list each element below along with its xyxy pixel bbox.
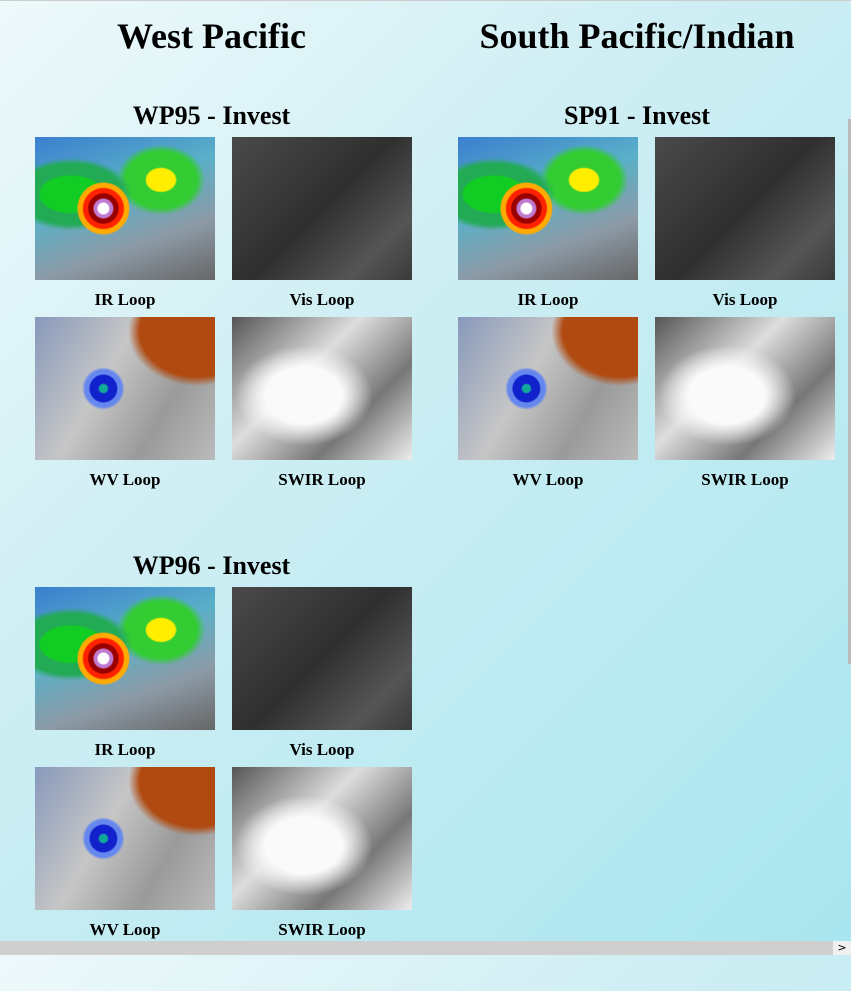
loop-label[interactable]: SWIR Loop (278, 920, 366, 939)
loop-label[interactable]: Vis Loop (289, 290, 355, 309)
storm-title: SP91 - Invest (564, 101, 710, 130)
loop-label[interactable]: SWIR Loop (278, 470, 366, 489)
loop-label[interactable]: IR Loop (94, 740, 156, 759)
storm-title: WP95 - Invest (132, 101, 291, 130)
loop-label[interactable]: Vis Loop (289, 740, 355, 759)
region-title: West Pacific (117, 16, 306, 56)
loop-thumbnail[interactable] (232, 587, 412, 730)
loop-thumbnail[interactable] (655, 137, 835, 280)
loop-label[interactable]: WV Loop (89, 470, 161, 489)
region-title: South Pacific/Indian (479, 16, 795, 56)
loop-label[interactable]: Vis Loop (712, 290, 778, 309)
storm-block: WP95 - Invest IR Loop Vis Loop WV Loop SWIR … (0, 101, 423, 541)
loop-label[interactable]: WV Loop (512, 470, 584, 489)
loop-label[interactable]: IR Loop (517, 290, 579, 309)
loop-thumbnail[interactable] (35, 317, 215, 460)
loop-thumbnail[interactable] (232, 137, 412, 280)
loop-label[interactable]: IR Loop (94, 290, 156, 309)
loop-thumbnail[interactable] (458, 317, 638, 460)
storm-block: SP91 - Invest IR Loop Vis Loop WV Loop SWIR … (423, 101, 851, 541)
scroll-right[interactable]: > (833, 941, 851, 955)
loop-thumbnail[interactable] (655, 317, 835, 460)
loop-thumbnail[interactable] (232, 317, 412, 460)
loop-thumbnail[interactable] (35, 137, 215, 280)
loop-label[interactable]: SWIR Loop (701, 470, 789, 489)
storm-block: WP96 - Invest IR Loop Vis Loop WV Loop SWIR … (0, 551, 423, 991)
region-column: West Pacific WP95 - Invest IR Loop Vis Loop… (0, 1, 423, 941)
storm-title: WP96 - Invest (132, 551, 291, 580)
page: West Pacific WP95 - Invest IR Loop Vis Loop… (0, 0, 851, 955)
loop-thumbnail[interactable] (458, 137, 638, 280)
loop-label[interactable]: WV Loop (89, 920, 161, 939)
horizontal-scrollbar[interactable]: > (0, 941, 851, 955)
loop-thumbnail[interactable] (232, 767, 412, 910)
region-column: South Pacific/Indian SP91 - Invest IR Loop… (423, 1, 851, 941)
loop-thumbnail[interactable] (35, 767, 215, 910)
loop-thumbnail[interactable] (35, 587, 215, 730)
vertical-scrollbar[interactable] (848, 119, 851, 664)
